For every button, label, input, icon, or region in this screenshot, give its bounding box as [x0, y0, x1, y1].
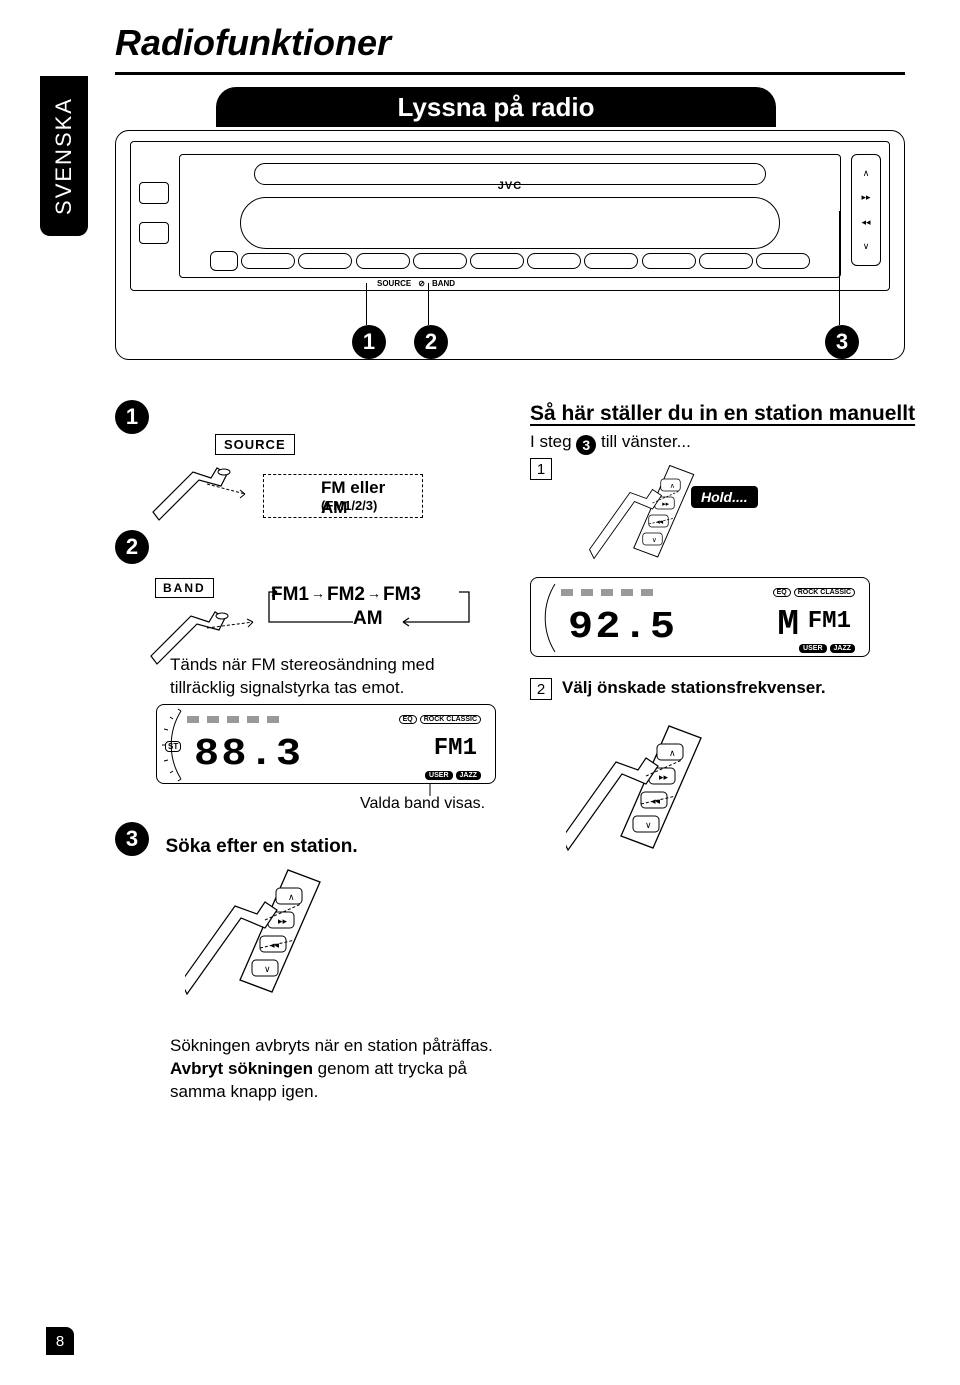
step-3-number: 3	[115, 822, 149, 856]
radio-illustration: ∧▸▸◂◂∨ JVC SOURCE ⊘ BAND	[115, 130, 905, 360]
svg-text:∧: ∧	[288, 892, 295, 902]
lcd-arc	[156, 705, 201, 784]
hold-label: Hold....	[691, 486, 758, 508]
page-title: Radiofunktioner	[115, 22, 391, 64]
brand-label: JVC	[498, 180, 522, 192]
lcd-mflag: M	[777, 604, 799, 645]
language-tab-text: SVENSKA	[51, 97, 77, 215]
step-3-title: Söka efter en station.	[165, 836, 357, 857]
lcd-display-a: ST EQROCK CLASSIC 88.3 FM1 USERJAZZ	[156, 704, 496, 784]
fm-am-sub: (FM1/2/3)	[321, 498, 377, 513]
language-tab: SVENSKA	[40, 76, 88, 236]
step-3: 3 Söka efter en station.	[115, 822, 495, 856]
right-step-2: 2	[530, 678, 552, 700]
updown-control-illustration: ∧ ▸▸ ◂◂ ∨	[185, 860, 365, 1020]
step-1: 1 SOURCE FM eller AM (FM1/2/3)	[115, 400, 495, 544]
svg-text:∨: ∨	[645, 820, 652, 830]
svg-text:▸▸: ▸▸	[278, 916, 288, 926]
step-2-number: 2	[115, 530, 149, 564]
step-2-caption: Tänds när FM stereosändning med tillräck…	[170, 654, 470, 700]
svg-text:∧: ∧	[670, 483, 675, 490]
flow-arrows	[267, 582, 477, 642]
left-buttons	[139, 182, 169, 244]
hand-icon	[151, 450, 261, 540]
svg-text:▸▸: ▸▸	[659, 772, 669, 782]
lcd-frequency: 88.3	[194, 733, 303, 776]
lcd-mode: FM1	[434, 735, 477, 762]
right-title: Så här ställer du in en station manuellt	[530, 402, 915, 426]
right-step-1: 1	[530, 458, 552, 480]
right-buttons: ∧▸▸◂◂∨	[851, 154, 881, 266]
updown-control-illustration: ∧ ▸▸ ◂◂ ∨	[566, 716, 746, 876]
valband-pointer	[368, 784, 508, 812]
right-subtitle: I steg 3 till vänster...	[530, 432, 691, 452]
callout-2: 2	[414, 325, 448, 359]
section-subtitle: Lyssna på radio	[216, 87, 776, 127]
svg-text:∨: ∨	[652, 537, 657, 544]
button-sublabels: SOURCE ⊘ BAND	[375, 279, 457, 288]
lcd-arc	[530, 578, 575, 657]
lcd-frequency: 92.5	[568, 606, 677, 649]
right-step-2-text: Välj önskade stationsfrekvenser.	[562, 678, 826, 698]
svg-text:∧: ∧	[669, 748, 676, 758]
callout-1: 1	[352, 325, 386, 359]
svg-text:▸▸: ▸▸	[662, 501, 669, 508]
callout-3: 3	[825, 325, 859, 359]
lcd-mode: FM1	[808, 608, 851, 635]
step-1-number: 1	[115, 400, 149, 434]
svg-text:∨: ∨	[264, 964, 271, 974]
updown-control-illustration: ∧ ▸▸ ◂◂ ∨	[570, 458, 750, 578]
button-row	[210, 251, 810, 271]
step-2: 2 BAND FM1→FM2→FM3 AM	[115, 530, 495, 674]
step-3-caption: Sökningen avbryts när en station påträff…	[170, 1035, 510, 1104]
svg-text:◂◂: ◂◂	[656, 519, 663, 526]
page-number: 8	[46, 1327, 74, 1355]
title-rule	[115, 72, 905, 75]
lcd-display-b: EQROCK CLASSIC 92.5 M FM1 USERJAZZ	[530, 577, 870, 657]
